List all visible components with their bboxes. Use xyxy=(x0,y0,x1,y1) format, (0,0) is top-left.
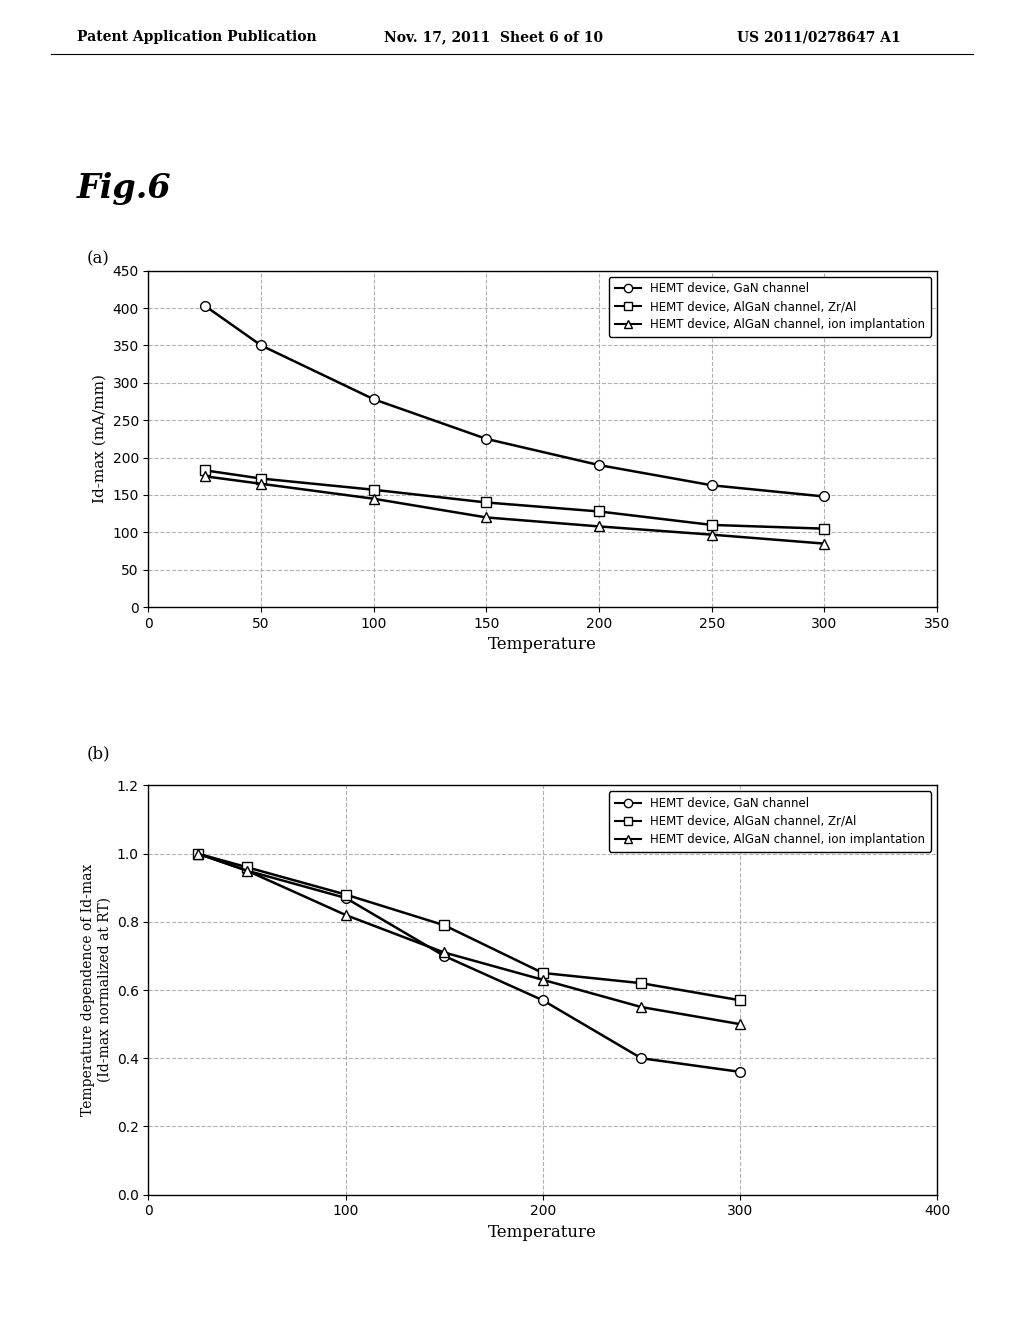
Text: (a): (a) xyxy=(87,251,110,268)
Text: US 2011/0278647 A1: US 2011/0278647 A1 xyxy=(737,30,901,45)
Y-axis label: Id-max (mA/mm): Id-max (mA/mm) xyxy=(93,375,106,503)
Text: Fig.6: Fig.6 xyxy=(77,172,171,205)
Legend: HEMT device, GaN channel, HEMT device, AlGaN channel, Zr/Al, HEMT device, AlGaN : HEMT device, GaN channel, HEMT device, A… xyxy=(609,276,931,337)
X-axis label: Temperature: Temperature xyxy=(488,636,597,653)
Text: Nov. 17, 2011  Sheet 6 of 10: Nov. 17, 2011 Sheet 6 of 10 xyxy=(384,30,603,45)
X-axis label: Temperature: Temperature xyxy=(488,1224,597,1241)
Text: (b): (b) xyxy=(87,746,111,763)
Legend: HEMT device, GaN channel, HEMT device, AlGaN channel, Zr/Al, HEMT device, AlGaN : HEMT device, GaN channel, HEMT device, A… xyxy=(609,791,931,851)
Y-axis label: Temperature dependence of Id-max
(Id-max normalized at RT): Temperature dependence of Id-max (Id-max… xyxy=(81,863,112,1117)
Text: Patent Application Publication: Patent Application Publication xyxy=(77,30,316,45)
